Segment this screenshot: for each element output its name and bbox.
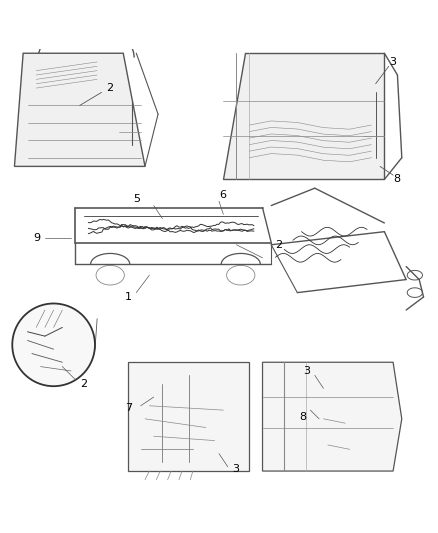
Bar	[28, 141, 53, 149]
Polygon shape	[223, 53, 385, 180]
Text: 8: 8	[393, 174, 400, 184]
Text: 5: 5	[134, 194, 141, 204]
Text: 2: 2	[276, 240, 283, 250]
Bar	[28, 154, 53, 162]
Text: 3: 3	[232, 464, 239, 474]
Polygon shape	[127, 362, 250, 471]
Circle shape	[12, 303, 95, 386]
Text: 8: 8	[299, 411, 306, 422]
Polygon shape	[14, 53, 145, 166]
Text: 2: 2	[80, 379, 87, 389]
Bar	[62, 154, 88, 162]
Text: 7: 7	[125, 403, 132, 413]
Text: 2: 2	[106, 83, 113, 93]
Bar	[62, 141, 88, 149]
Text: 1: 1	[125, 292, 132, 302]
Text: 6: 6	[219, 190, 226, 200]
Text: 9: 9	[33, 233, 41, 243]
Text: 3: 3	[304, 366, 311, 376]
Bar	[28, 128, 53, 136]
Polygon shape	[262, 362, 402, 471]
Text: 3: 3	[389, 57, 396, 67]
Bar	[62, 128, 88, 136]
